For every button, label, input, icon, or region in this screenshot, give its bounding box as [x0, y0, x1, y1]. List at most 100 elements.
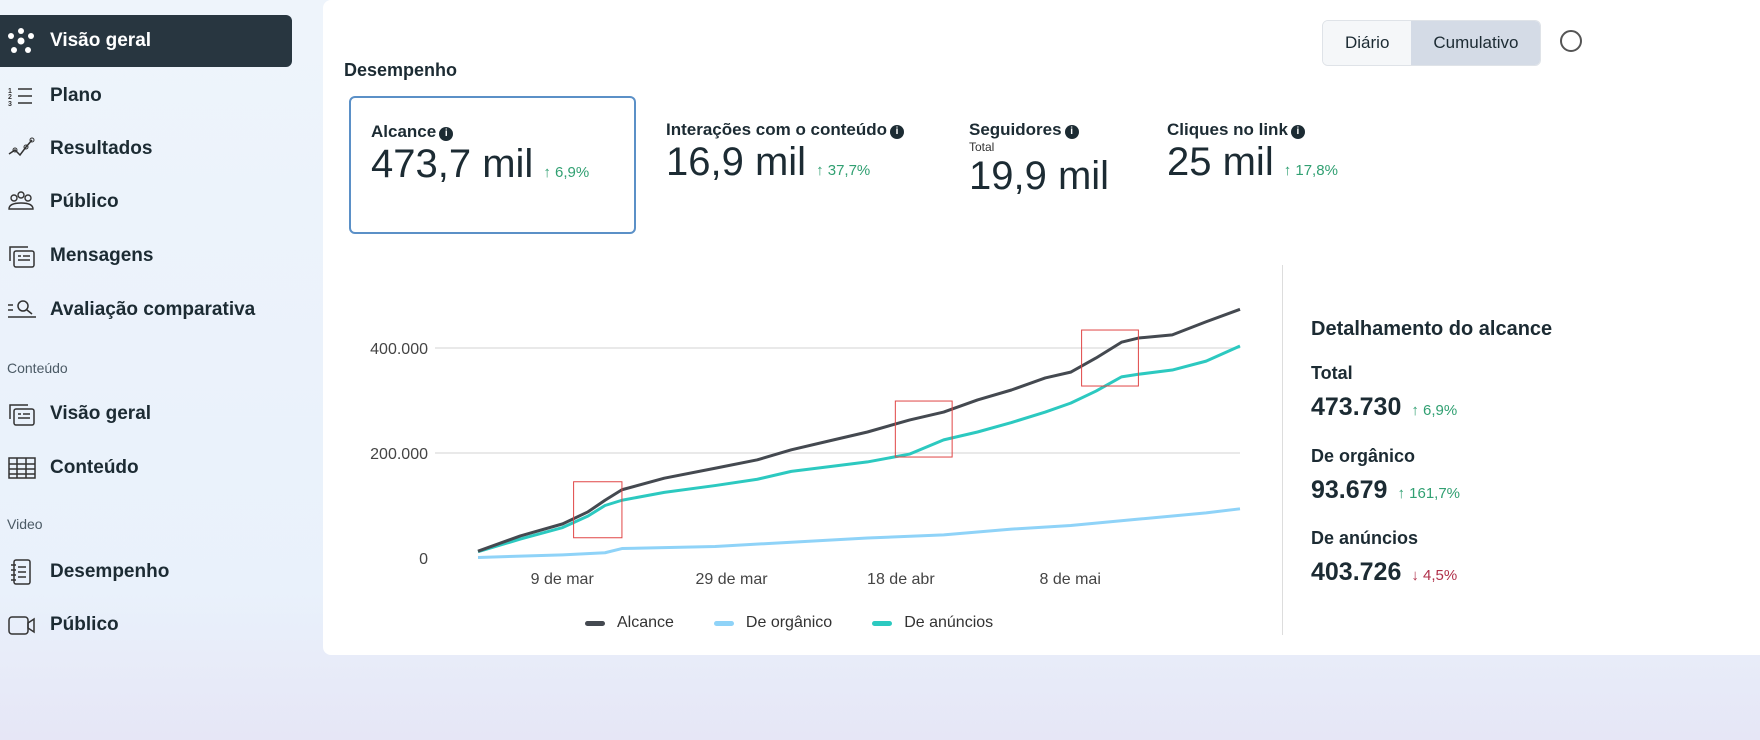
- sidebar-item-label: Resultados: [50, 138, 153, 159]
- kpi-delta: ↑ 17,8%: [1283, 162, 1338, 179]
- kpi-interacoes[interactable]: Interações com o conteúdo i 16,9 mil ↑ 37,…: [646, 96, 946, 234]
- kpi-value: 25 mil: [1167, 140, 1274, 184]
- delta: ↓ 4,5%: [1411, 567, 1458, 584]
- breakdown-value-anuncios: 403.726 ↓ 4,5%: [1311, 558, 1457, 587]
- sidebar-item-label: Conteúdo: [50, 457, 139, 478]
- table-icon: [8, 457, 36, 479]
- legend-anuncios[interactable]: De anúncios: [872, 614, 993, 632]
- kpi-delta: ↑ 6,9%: [543, 164, 590, 181]
- kpi-label: Seguidores: [969, 120, 1062, 139]
- help-icon[interactable]: [1560, 30, 1582, 52]
- video-camera-icon: [8, 616, 35, 635]
- divider: [1282, 265, 1283, 635]
- breakdown-label-organico: De orgânico: [1311, 446, 1416, 466]
- sidebar-item-label: Avaliação comparativa: [50, 299, 256, 320]
- notebook-icon: [11, 559, 31, 585]
- kpi-label: Interações com o conteúdo: [666, 120, 888, 139]
- legend-swatch: [585, 620, 605, 626]
- kpi-value: 19,9 mil: [969, 154, 1110, 198]
- svg-text:1: 1: [8, 88, 12, 95]
- trend-line-icon: [8, 137, 35, 157]
- sidebar-item-video-publico[interactable]: Público: [0, 599, 292, 651]
- info-icon[interactable]: i: [439, 127, 454, 141]
- sidebar-item-resultados[interactable]: Resultados: [0, 123, 292, 175]
- info-icon[interactable]: i: [890, 125, 905, 139]
- breakdown-label-total: Total: [1311, 363, 1353, 383]
- highlight-box: [1081, 329, 1139, 387]
- kpi-sub: Total: [969, 140, 995, 154]
- sidebar-item-label: Público: [50, 614, 119, 635]
- value: 93.679: [1311, 476, 1388, 504]
- sidebar-item-label: Visão geral: [50, 30, 152, 51]
- sidebar-item-label: Plano: [50, 85, 102, 106]
- toggle-cumulativo[interactable]: Cumulativo: [1411, 21, 1541, 65]
- performance-card: [323, 0, 1760, 655]
- people-icon: [8, 191, 34, 210]
- info-icon[interactable]: i: [1064, 125, 1079, 139]
- sidebar-item-label: Visão geral: [50, 403, 152, 424]
- svg-text:2: 2: [8, 94, 12, 101]
- kpi-alcance[interactable]: Alcance i 473,7 mil ↑ 6,9%: [349, 96, 636, 234]
- chart-legend: Alcance De orgânico De anúncios: [585, 614, 993, 632]
- legend-label: Alcance: [617, 614, 674, 631]
- sidebar-item-label: Público: [50, 191, 119, 212]
- x-tick-label: 9 de mar: [531, 571, 595, 588]
- y-tick-label: 0: [419, 551, 428, 568]
- sidebar-item-label: Desempenho: [50, 561, 170, 582]
- highlight-box: [573, 481, 623, 539]
- network-icon: [8, 28, 34, 53]
- sidebar-item-mensagens[interactable]: Mensagens: [0, 230, 292, 282]
- info-icon[interactable]: i: [1290, 125, 1305, 139]
- series-line-de-anúncios: [477, 344, 1241, 554]
- series-line-alcance: [477, 307, 1241, 553]
- kpi-label: Cliques no link: [1167, 120, 1288, 139]
- messages-card-icon: [9, 246, 35, 268]
- sidebar-item-conteudo-visao-geral[interactable]: Visão geral: [0, 388, 292, 440]
- y-tick-label: 200.000: [370, 446, 428, 463]
- kpi-seguidores[interactable]: Seguidores i Total 19,9 mil: [949, 96, 1129, 234]
- sidebar-item-publico[interactable]: Público: [0, 176, 292, 228]
- legend-swatch: [872, 620, 893, 626]
- sidebar-item-conteudo[interactable]: Conteúdo: [0, 442, 292, 494]
- value: 403.726: [1311, 558, 1402, 586]
- sidebar-item-avaliacao-comparativa[interactable]: Avaliação comparativa: [0, 284, 292, 336]
- reach-line-chart: 0 200.000 400.000 9 de mar 29 de mar 18 de ab…: [370, 307, 1241, 588]
- breakdown-label-anuncios: De anúncios: [1311, 528, 1419, 548]
- x-tick-label: 29 de mar: [696, 571, 769, 588]
- legend-label: De orgânico: [745, 614, 833, 631]
- kpi-value: 16,9 mil: [666, 140, 807, 184]
- legend-organico[interactable]: De orgânico: [713, 614, 833, 632]
- kpi-value: 473,7 mil: [371, 142, 534, 186]
- legend-swatch: [713, 620, 734, 626]
- breakdown-title: Detalhamento do alcance: [1311, 318, 1553, 340]
- sidebar-item-label: Mensagens: [50, 245, 154, 266]
- section-label-conteudo: Conteúdo: [7, 360, 68, 376]
- kpi-cliques[interactable]: Cliques no link i 25 mil ↑ 17,8%: [1147, 96, 1407, 234]
- legend-alcance[interactable]: Alcance: [585, 614, 674, 632]
- kpi-delta: ↑ 37,7%: [816, 162, 871, 179]
- sidebar-item-visao-geral[interactable]: Visão geral: [0, 15, 292, 67]
- compare-search-icon: [8, 300, 36, 318]
- svg-text:3: 3: [8, 101, 12, 108]
- sidebar-item-desempenho[interactable]: Desempenho: [0, 546, 292, 598]
- kpi-label: Alcance: [371, 122, 437, 141]
- cards-icon: [9, 404, 35, 426]
- page-title: Desempenho: [344, 60, 458, 80]
- series-line-de-orgânico: [477, 507, 1241, 559]
- x-tick-label: 8 de mai: [1040, 571, 1101, 588]
- delta: ↑ 6,9%: [1411, 402, 1458, 419]
- breakdown-value-total: 473.730 ↑ 6,9%: [1311, 393, 1457, 422]
- x-tick-label: 18 de abr: [867, 571, 935, 588]
- breakdown-value-organico: 93.679 ↑ 161,7%: [1311, 476, 1460, 505]
- legend-label: De anúncios: [904, 614, 994, 631]
- toggle-diario[interactable]: Diário: [1323, 21, 1412, 65]
- numbered-list-icon: 123: [8, 88, 32, 108]
- highlight-box: [894, 400, 953, 458]
- view-toggle: Diário Cumulativo: [1322, 20, 1542, 66]
- y-tick-label: 400.000: [370, 341, 428, 358]
- value: 473.730: [1311, 393, 1402, 421]
- section-label-video: Video: [7, 516, 43, 532]
- delta: ↑ 161,7%: [1397, 485, 1461, 502]
